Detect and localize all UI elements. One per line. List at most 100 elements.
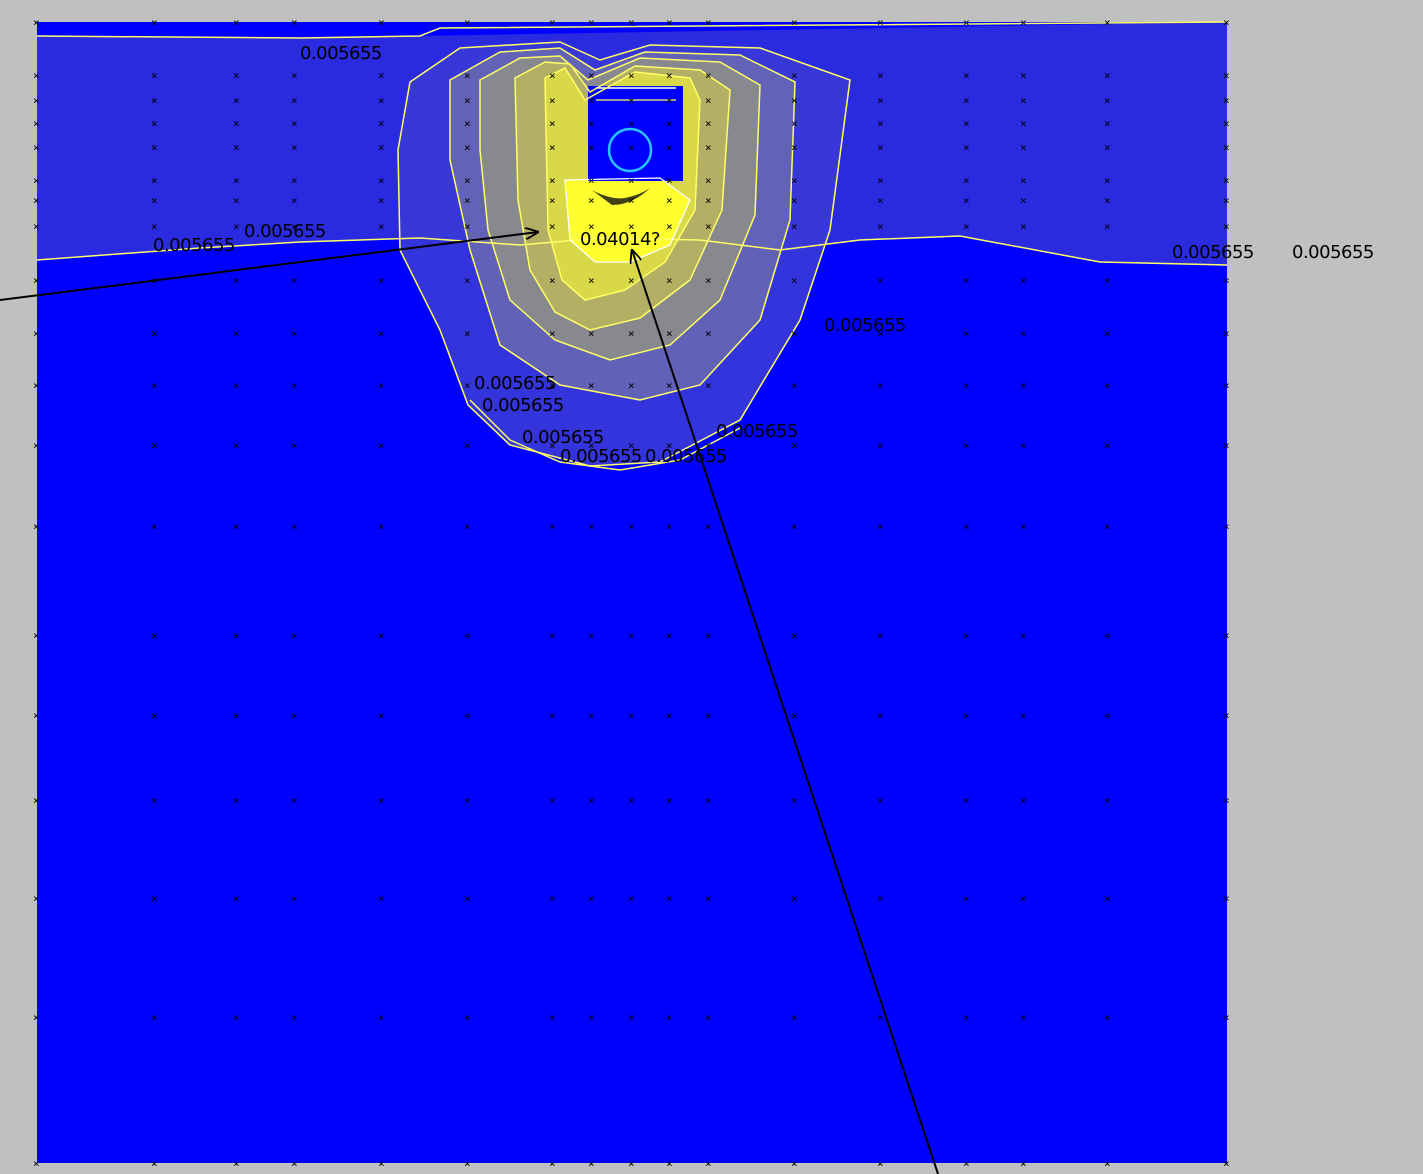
mesh-node: × [666, 94, 673, 107]
mesh-node: × [549, 709, 556, 722]
mesh-node: × [588, 629, 595, 642]
mesh-node: × [464, 16, 471, 29]
mesh-node: × [33, 274, 40, 287]
mesh-node: × [705, 629, 712, 642]
mesh-node: × [378, 629, 385, 642]
contour-label: 0.005655 [244, 221, 326, 242]
mesh-node: × [291, 1157, 298, 1170]
mesh-node: × [666, 1011, 673, 1024]
mesh-node: × [1104, 174, 1111, 187]
mesh-node: × [291, 520, 298, 533]
mesh-node: × [877, 892, 884, 905]
mesh-node: × [549, 274, 556, 287]
mesh-node: × [628, 69, 635, 82]
mesh-node: × [378, 327, 385, 340]
contour-label: 0.005655 [474, 373, 556, 394]
mesh-node: × [877, 709, 884, 722]
mesh-node: × [233, 520, 240, 533]
mesh-node: × [588, 1157, 595, 1170]
mesh-node: × [1104, 1157, 1111, 1170]
mesh-node: × [1104, 274, 1111, 287]
mesh-node: × [877, 629, 884, 642]
mesh-node: × [464, 794, 471, 807]
mesh-node: × [791, 709, 798, 722]
mesh-node: × [628, 174, 635, 187]
mesh-node: × [666, 194, 673, 207]
mesh-node: × [1104, 194, 1111, 207]
mesh-node: × [1223, 379, 1230, 392]
mesh-node: × [464, 194, 471, 207]
mesh-node: × [378, 439, 385, 452]
mesh-node: × [1223, 709, 1230, 722]
mesh-node: × [1223, 892, 1230, 905]
mesh-node: × [1020, 141, 1027, 154]
mesh-node: × [588, 520, 595, 533]
mesh-node: × [151, 69, 158, 82]
source-marker-circle [607, 127, 653, 173]
mesh-node: × [1223, 117, 1230, 130]
contour-label: 0.005655 [300, 43, 382, 64]
mesh-node: × [464, 327, 471, 340]
mesh-node: × [588, 174, 595, 187]
mesh-node: × [628, 1157, 635, 1170]
mesh-node: × [464, 629, 471, 642]
mesh-node: × [628, 629, 635, 642]
mesh-node: × [464, 220, 471, 233]
mesh-node: × [963, 892, 970, 905]
mesh-node: × [291, 1011, 298, 1024]
mesh-node: × [791, 117, 798, 130]
mesh-node: × [1104, 220, 1111, 233]
mesh-node: × [33, 379, 40, 392]
mesh-node: × [1223, 69, 1230, 82]
mesh-node: × [33, 94, 40, 107]
mesh-node: × [791, 194, 798, 207]
mesh-node: × [705, 94, 712, 107]
mesh-node: × [1223, 274, 1230, 287]
mesh-node: × [705, 520, 712, 533]
mesh-node: × [791, 379, 798, 392]
mesh-node: × [705, 194, 712, 207]
mesh-node: × [791, 220, 798, 233]
mesh-node: × [233, 379, 240, 392]
mesh-node: × [233, 141, 240, 154]
plume-core [565, 178, 690, 262]
mesh-node: × [291, 274, 298, 287]
contour-label: 0.005655 [522, 427, 604, 448]
mesh-node: × [378, 1157, 385, 1170]
mesh-node: × [666, 709, 673, 722]
mesh-node: × [464, 439, 471, 452]
mesh-node: × [1104, 1011, 1111, 1024]
mesh-node: × [1104, 94, 1111, 107]
mesh-node: × [1223, 220, 1230, 233]
mesh-node: × [1104, 327, 1111, 340]
mesh-node: × [233, 709, 240, 722]
mesh-node: × [628, 194, 635, 207]
mesh-node: × [963, 274, 970, 287]
mesh-node: × [291, 709, 298, 722]
mesh-node: × [549, 174, 556, 187]
mesh-node: × [233, 794, 240, 807]
mesh-node: × [791, 174, 798, 187]
mesh-node: × [233, 94, 240, 107]
mesh-node: × [1020, 709, 1027, 722]
mesh-node: × [877, 94, 884, 107]
mesh-node: × [1020, 327, 1027, 340]
mesh-node: × [233, 629, 240, 642]
mesh-node: × [233, 1011, 240, 1024]
mesh-node: × [1104, 16, 1111, 29]
mesh-node: × [291, 794, 298, 807]
mesh-node: × [877, 379, 884, 392]
mesh-node: × [1104, 141, 1111, 154]
mesh-node: × [33, 141, 40, 154]
mesh-node: × [1104, 69, 1111, 82]
mesh-node: × [588, 274, 595, 287]
mesh-node: × [1020, 1011, 1027, 1024]
mesh-node: × [151, 379, 158, 392]
mesh-node: × [705, 69, 712, 82]
mesh-node: × [666, 69, 673, 82]
mesh-node: × [1020, 274, 1027, 287]
mesh-node: × [705, 1011, 712, 1024]
contour-label: 0.005655 [153, 235, 235, 256]
mesh-node: × [233, 220, 240, 233]
mesh-node: × [549, 327, 556, 340]
